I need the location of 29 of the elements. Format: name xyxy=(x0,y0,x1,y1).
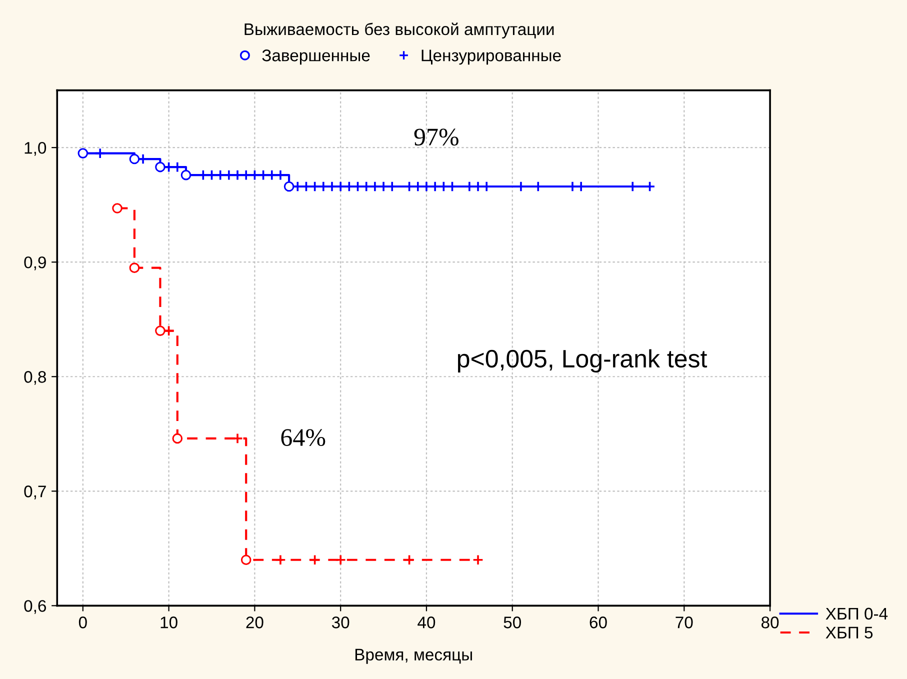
legend-label: Цензурированные xyxy=(422,50,561,65)
x-tick-label: 40 xyxy=(418,616,436,628)
x-axis-title: Время, месяцы xyxy=(355,648,472,664)
point xyxy=(335,554,346,566)
x-tick-label: 60 xyxy=(590,616,607,628)
point xyxy=(274,554,286,566)
y-tick-label: 0,7 xyxy=(24,486,46,500)
point xyxy=(472,554,484,566)
y-tick-label: 0,9 xyxy=(24,256,46,270)
point xyxy=(404,554,415,566)
annotation: 64% xyxy=(281,429,326,446)
legend-label: ХБП 0-4 xyxy=(826,608,888,620)
y-tick-label: 1,0 xyxy=(24,142,46,156)
chart-title: Выживаемость без высокой амптутации xyxy=(244,22,554,38)
x-tick-label: 30 xyxy=(332,616,350,628)
x-tick-label: 70 xyxy=(676,616,693,628)
legend-label: ХБП 5 xyxy=(826,626,873,638)
x-tick-label: 10 xyxy=(160,616,178,628)
y-tick-label: 0,8 xyxy=(24,371,46,385)
x-tick-label: 0 xyxy=(78,616,87,628)
point xyxy=(309,554,320,566)
legend-label: Завершенные xyxy=(262,50,370,65)
x-tick-label: 50 xyxy=(504,616,521,628)
x-tick-label: 20 xyxy=(246,616,264,628)
annotation: p<0,005, Log-rank test xyxy=(458,349,708,373)
annotation: 97% xyxy=(414,128,458,146)
x-tick-label: 80 xyxy=(762,616,779,628)
point xyxy=(94,148,106,159)
y-tick-label: 0,6 xyxy=(24,600,46,614)
